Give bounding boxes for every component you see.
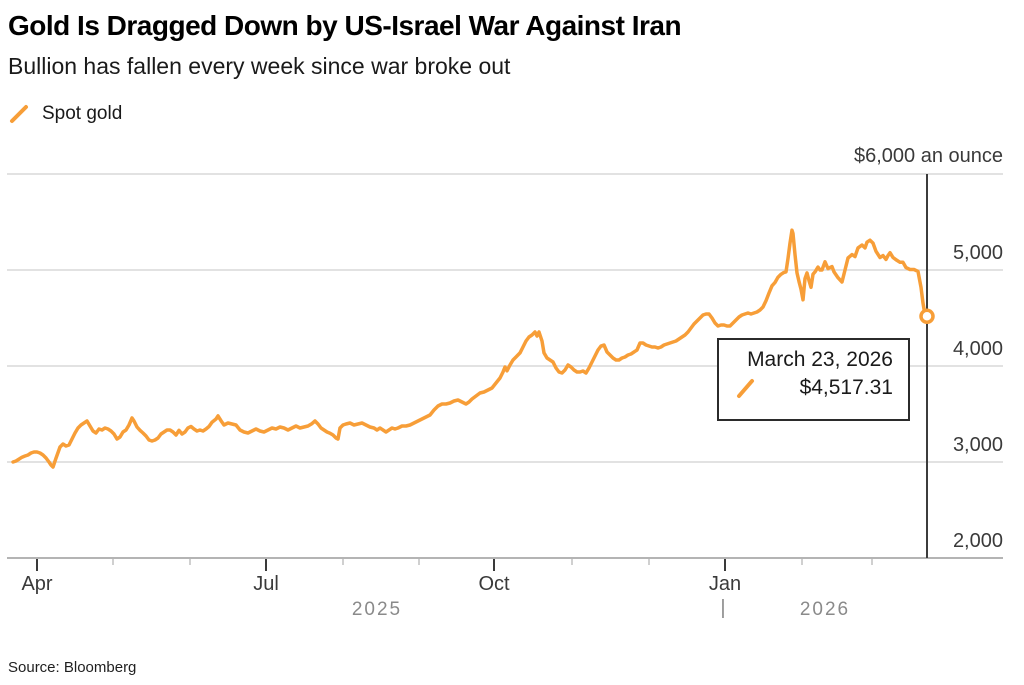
chart-subtitle: Bullion has fallen every week since war … (8, 53, 511, 79)
legend-slash-icon (8, 103, 30, 125)
tooltip-date: March 23, 2026 (747, 348, 893, 371)
page-title: Gold Is Dragged Down by US-Israel War Ag… (8, 10, 682, 41)
tooltip-slash-icon (735, 377, 756, 400)
end-point-marker (919, 308, 935, 325)
tooltip-value: $4,517.31 (799, 376, 893, 399)
spot-gold-line (11, 228, 929, 469)
source-attribution: Source: Bloomberg (8, 659, 137, 676)
legend: Spot gold (8, 103, 122, 125)
tooltip-value-row: $4,517.31 (735, 376, 893, 400)
data-tooltip: March 23, 2026 $4,517.31 (717, 338, 910, 421)
legend-label: Spot gold (42, 103, 123, 124)
